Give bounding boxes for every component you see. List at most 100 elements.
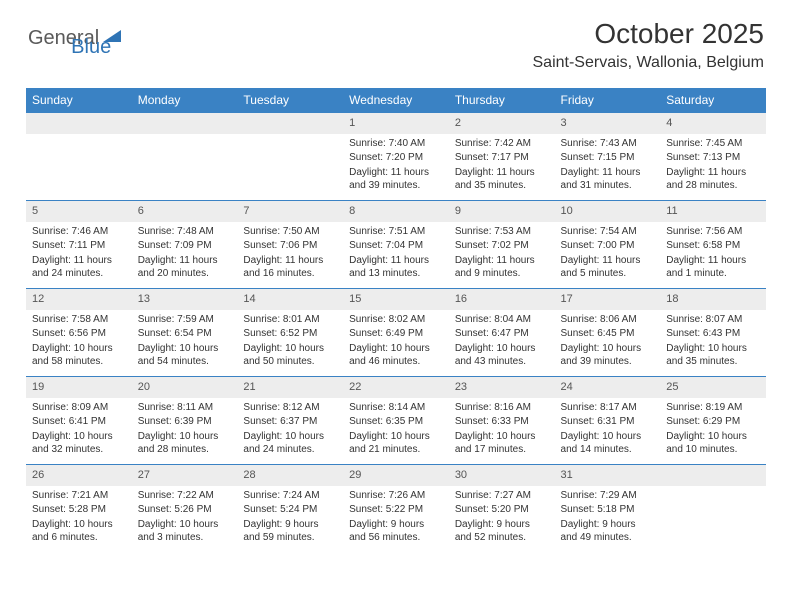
sunrise-line: Sunrise: 8:19 AM [666,401,760,415]
day-number-bar: 5 [26,200,132,222]
day-number-bar: 23 [449,376,555,398]
calendar-cell: 17Sunrise: 8:06 AMSunset: 6:45 PMDayligh… [555,288,661,376]
day-details: Sunrise: 7:40 AMSunset: 7:20 PMDaylight:… [343,134,449,198]
daylight-line: Daylight: 11 hours and 28 minutes. [666,166,760,193]
sunset-line: Sunset: 7:09 PM [138,239,232,253]
calendar-cell: 24Sunrise: 8:17 AMSunset: 6:31 PMDayligh… [555,376,661,464]
day-number-bar: 3 [555,112,661,134]
day-number-bar: 10 [555,200,661,222]
day-details: Sunrise: 7:27 AMSunset: 5:20 PMDaylight:… [449,486,555,550]
day-number-bar [26,112,132,134]
sunset-line: Sunset: 7:17 PM [455,151,549,165]
day-number-bar [660,464,766,486]
sunset-line: Sunset: 7:02 PM [455,239,549,253]
sunset-line: Sunset: 6:43 PM [666,327,760,341]
day-header: Friday [555,88,661,112]
daylight-line: Daylight: 11 hours and 39 minutes. [349,166,443,193]
sunrise-line: Sunrise: 7:21 AM [32,489,126,503]
day-number-bar: 6 [132,200,238,222]
calendar-body: 1Sunrise: 7:40 AMSunset: 7:20 PMDaylight… [26,112,766,552]
day-number-bar [237,112,343,134]
calendar-cell: 28Sunrise: 7:24 AMSunset: 5:24 PMDayligh… [237,464,343,552]
calendar-cell: 10Sunrise: 7:54 AMSunset: 7:00 PMDayligh… [555,200,661,288]
sunrise-line: Sunrise: 7:40 AM [349,137,443,151]
sunset-line: Sunset: 6:33 PM [455,415,549,429]
calendar-cell: 2Sunrise: 7:42 AMSunset: 7:17 PMDaylight… [449,112,555,200]
calendar-cell: 9 Sunrise: 7:53 AMSunset: 7:02 PMDaylight… [449,200,555,288]
daylight-line: Daylight: 10 hours and 24 minutes. [243,430,337,457]
calendar-cell: 29Sunrise: 7:26 AMSunset: 5:22 PMDayligh… [343,464,449,552]
calendar-cell: 16Sunrise: 8:04 AMSunset: 6:47 PMDayligh… [449,288,555,376]
sunrise-line: Sunrise: 7:27 AM [455,489,549,503]
sunset-line: Sunset: 6:29 PM [666,415,760,429]
daylight-line: Daylight: 9 hours and 49 minutes. [561,518,655,545]
sunrise-line: Sunrise: 7:56 AM [666,225,760,239]
calendar-cell: 19Sunrise: 8:09 AMSunset: 6:41 PMDayligh… [26,376,132,464]
sunset-line: Sunset: 6:58 PM [666,239,760,253]
sunrise-line: Sunrise: 8:16 AM [455,401,549,415]
sunset-line: Sunset: 6:35 PM [349,415,443,429]
calendar-cell-empty [237,112,343,200]
sunset-line: Sunset: 6:47 PM [455,327,549,341]
calendar-cell: 14Sunrise: 8:01 AMSunset: 6:52 PMDayligh… [237,288,343,376]
day-header: Tuesday [237,88,343,112]
day-header: Sunday [26,88,132,112]
calendar-cell: 13Sunrise: 7:59 AMSunset: 6:54 PMDayligh… [132,288,238,376]
sunrise-line: Sunrise: 7:42 AM [455,137,549,151]
sunset-line: Sunset: 6:41 PM [32,415,126,429]
day-number-bar: 9 [449,200,555,222]
day-header: Thursday [449,88,555,112]
sunrise-line: Sunrise: 7:54 AM [561,225,655,239]
daylight-line: Daylight: 11 hours and 9 minutes. [455,254,549,281]
calendar-head: SundayMondayTuesdayWednesdayThursdayFrid… [26,88,766,112]
day-details: Sunrise: 8:19 AMSunset: 6:29 PMDaylight:… [660,398,766,462]
day-details: Sunrise: 7:22 AMSunset: 5:26 PMDaylight:… [132,486,238,550]
day-number-bar: 11 [660,200,766,222]
day-number-bar: 20 [132,376,238,398]
calendar-cell: 27Sunrise: 7:22 AMSunset: 5:26 PMDayligh… [132,464,238,552]
day-details: Sunrise: 8:02 AMSunset: 6:49 PMDaylight:… [343,310,449,374]
day-details: Sunrise: 7:26 AMSunset: 5:22 PMDaylight:… [343,486,449,550]
daylight-line: Daylight: 10 hours and 58 minutes. [32,342,126,369]
day-number-bar: 19 [26,376,132,398]
calendar-cell: 21Sunrise: 8:12 AMSunset: 6:37 PMDayligh… [237,376,343,464]
daylight-line: Daylight: 10 hours and 35 minutes. [666,342,760,369]
calendar-cell: 25Sunrise: 8:19 AMSunset: 6:29 PMDayligh… [660,376,766,464]
sunset-line: Sunset: 7:00 PM [561,239,655,253]
day-details: Sunrise: 7:59 AMSunset: 6:54 PMDaylight:… [132,310,238,374]
calendar-cell-empty [660,464,766,552]
calendar-cell: 23Sunrise: 8:16 AMSunset: 6:33 PMDayligh… [449,376,555,464]
day-details: Sunrise: 7:43 AMSunset: 7:15 PMDaylight:… [555,134,661,198]
sunrise-line: Sunrise: 7:59 AM [138,313,232,327]
logo-word-blue: Blue [71,36,111,59]
daylight-line: Daylight: 11 hours and 13 minutes. [349,254,443,281]
calendar-cell: 20Sunrise: 8:11 AMSunset: 6:39 PMDayligh… [132,376,238,464]
logo: General Blue [28,18,111,59]
day-header: Saturday [660,88,766,112]
sunset-line: Sunset: 5:20 PM [455,503,549,517]
sunrise-line: Sunrise: 8:06 AM [561,313,655,327]
sunrise-line: Sunrise: 8:02 AM [349,313,443,327]
day-details: Sunrise: 8:12 AMSunset: 6:37 PMDaylight:… [237,398,343,462]
sunrise-line: Sunrise: 7:53 AM [455,225,549,239]
calendar-cell: 3Sunrise: 7:43 AMSunset: 7:15 PMDaylight… [555,112,661,200]
daylight-line: Daylight: 11 hours and 16 minutes. [243,254,337,281]
location-subtitle: Saint-Servais, Wallonia, Belgium [533,54,765,72]
day-details: Sunrise: 8:01 AMSunset: 6:52 PMDaylight:… [237,310,343,374]
day-number-bar: 22 [343,376,449,398]
day-number-bar: 17 [555,288,661,310]
day-details: Sunrise: 8:16 AMSunset: 6:33 PMDaylight:… [449,398,555,462]
calendar-table: SundayMondayTuesdayWednesdayThursdayFrid… [26,88,766,552]
calendar-cell-empty [26,112,132,200]
sunrise-line: Sunrise: 7:58 AM [32,313,126,327]
day-number-bar: 18 [660,288,766,310]
day-details: Sunrise: 8:07 AMSunset: 6:43 PMDaylight:… [660,310,766,374]
daylight-line: Daylight: 10 hours and 14 minutes. [561,430,655,457]
day-number-bar: 25 [660,376,766,398]
day-number-bar: 15 [343,288,449,310]
daylight-line: Daylight: 10 hours and 54 minutes. [138,342,232,369]
sunset-line: Sunset: 7:20 PM [349,151,443,165]
day-number-bar: 8 [343,200,449,222]
sunset-line: Sunset: 7:13 PM [666,151,760,165]
daylight-line: Daylight: 11 hours and 35 minutes. [455,166,549,193]
